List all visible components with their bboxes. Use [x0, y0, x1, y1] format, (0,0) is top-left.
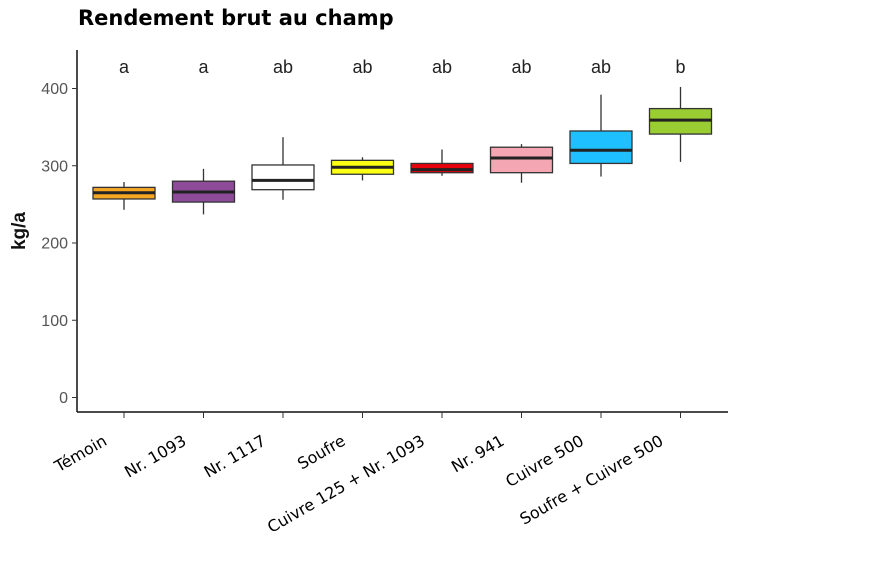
category-label: Soufre + Cuivre 500 [516, 431, 666, 529]
y-tick-label: 200 [41, 236, 68, 253]
category-label: Témoin [50, 431, 110, 476]
significance-letter: a [198, 57, 209, 77]
category-label: Nr. 1117 [201, 431, 269, 481]
y-tick-label: 100 [41, 313, 68, 330]
significance-letter: ab [273, 57, 293, 77]
significance-letter: ab [352, 57, 372, 77]
significance-letter: ab [591, 57, 611, 77]
y-tick-label: 0 [59, 390, 68, 407]
box-3 [251, 164, 315, 191]
box-7 [569, 130, 633, 165]
box-6 [489, 146, 554, 174]
category-label: Soufre [294, 431, 348, 473]
significance-letter: a [119, 57, 130, 77]
chart-title: Rendement brut au champ [78, 6, 394, 30]
y-tick-label: 400 [41, 81, 68, 98]
category-label: Nr. 941 [448, 431, 508, 476]
significance-letter: ab [432, 57, 452, 77]
y-tick-label: 300 [41, 158, 68, 175]
significance-letter: ab [511, 57, 531, 77]
box-5 [410, 162, 474, 174]
y-axis-label: kg/a [9, 212, 30, 250]
significance-letter: b [675, 57, 685, 77]
category-label: Nr. 1093 [121, 431, 189, 481]
